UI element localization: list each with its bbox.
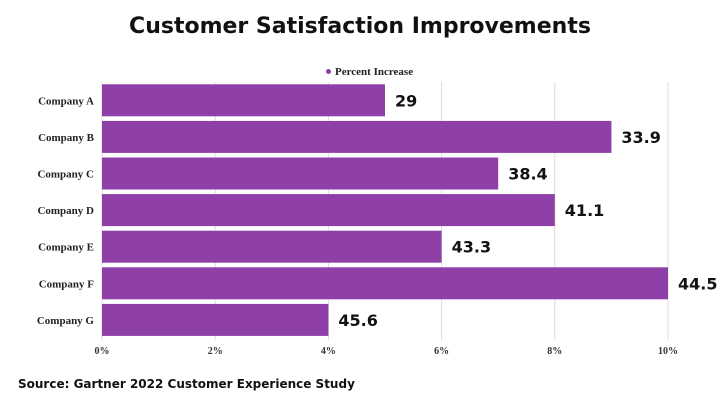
category-label: Company G bbox=[37, 315, 95, 327]
data-label: 29 bbox=[395, 91, 417, 110]
bar bbox=[102, 303, 329, 336]
category-label: Company B bbox=[38, 132, 95, 144]
category-label: Company C bbox=[37, 169, 94, 181]
x-tick-label: 6% bbox=[434, 346, 449, 357]
legend-label: Percent Increase bbox=[335, 66, 414, 78]
bar bbox=[102, 267, 668, 300]
legend-swatch bbox=[326, 68, 331, 74]
x-tick-label: 8% bbox=[547, 346, 562, 357]
data-label: 43.3 bbox=[452, 238, 491, 257]
category-label: Company E bbox=[38, 242, 94, 254]
bar bbox=[102, 120, 612, 153]
data-label: 33.9 bbox=[621, 128, 660, 147]
bar bbox=[102, 84, 385, 117]
source-note: Source: Gartner 2022 Customer Experience… bbox=[18, 377, 355, 391]
data-label: 45.6 bbox=[338, 311, 377, 330]
x-tick-label: 4% bbox=[321, 346, 336, 357]
x-tick-label: 2% bbox=[208, 346, 223, 357]
category-label: Company D bbox=[37, 205, 94, 217]
bar bbox=[102, 194, 555, 227]
category-label: Company F bbox=[39, 278, 95, 290]
bar bbox=[102, 157, 499, 190]
data-label: 41.1 bbox=[565, 201, 604, 220]
bar bbox=[102, 230, 442, 263]
legend: Percent Increase bbox=[326, 66, 413, 78]
category-label: Company A bbox=[38, 95, 94, 107]
x-tick-label: 0% bbox=[95, 346, 110, 357]
x-tick-label: 10% bbox=[658, 346, 678, 357]
data-label: 44.5 bbox=[678, 274, 717, 293]
chart-title: Customer Satisfaction Improvements bbox=[129, 14, 591, 39]
data-label: 38.4 bbox=[508, 165, 547, 184]
